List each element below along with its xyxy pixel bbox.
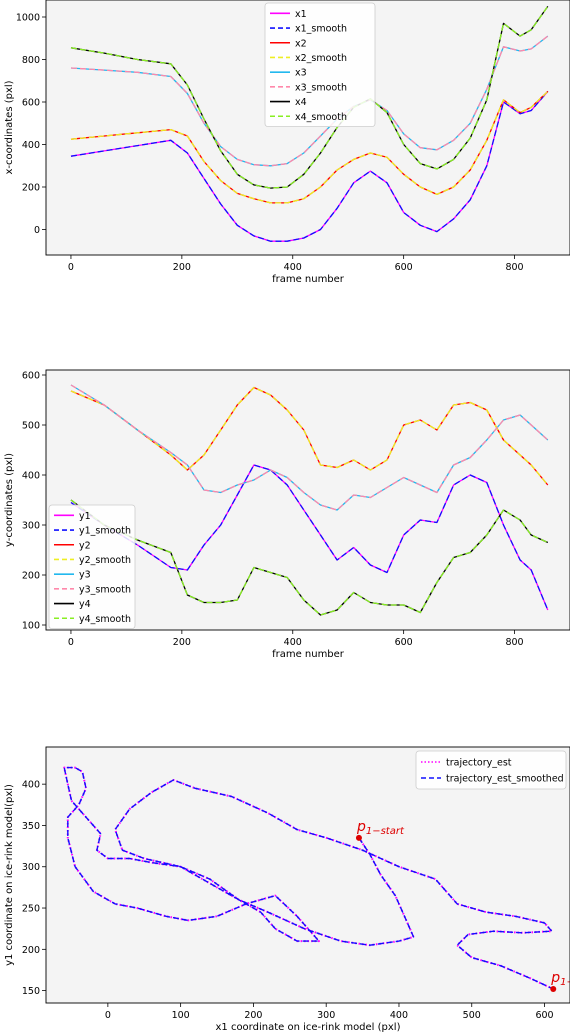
y-tick-label: 600 [22, 98, 40, 109]
x-tick-label: 200 [244, 1010, 262, 1021]
y-tick-label: 200 [22, 571, 40, 582]
chart-panel-y-coordinates: 0 200 400 600 800 100 200 300 400 500 600 frame num… [4, 369, 570, 660]
y-tick-label: 100 [22, 621, 40, 632]
series-line-y3 [70, 384, 549, 511]
plot-series-group [63, 766, 557, 992]
annotation-sub: 1−start [366, 826, 405, 837]
y-tick-label: 400 [22, 780, 40, 791]
y-tick-label: 800 [22, 55, 40, 66]
legend-label: trajectory_est [446, 758, 512, 769]
legend-label: y2_smooth [79, 555, 131, 566]
annotation-point [355, 834, 362, 841]
legend-label: trajectory_est_smoothed [446, 774, 564, 785]
y-tick-label: 150 [22, 986, 40, 997]
x-tick-label: 100 [172, 1010, 190, 1021]
y-tick-label: 0 [34, 225, 40, 236]
x-tick-label: 400 [284, 262, 302, 273]
y-tick-label: 300 [22, 862, 40, 873]
y-tick-label: 350 [22, 821, 40, 832]
x-tick-label: 600 [535, 1010, 553, 1021]
y-tick-label: 400 [22, 471, 40, 482]
x-tick-label: 200 [173, 637, 191, 648]
legend: trajectory_est trajectory_est_smoothed [415, 750, 567, 790]
annotation-label: p1−start [356, 819, 405, 837]
legend-label: y1_smooth [79, 526, 131, 537]
y-axis-label: x-coordinates (pxl) [4, 80, 15, 174]
x-tick-label: 0 [68, 637, 74, 648]
legend-label: x2_smooth [295, 53, 347, 64]
series-line-x1_smooth [70, 90, 549, 242]
legend: x1 x1_smooth x2 x2_smooth x3 x3_smooth x4 x4_sm… [264, 2, 376, 127]
x-tick-label: 200 [173, 262, 191, 273]
annotation-base: p [356, 819, 366, 835]
legend-label: x2 [295, 38, 307, 49]
legend-label: y3 [79, 570, 91, 581]
x-tick-label: 800 [505, 637, 523, 648]
y-tick-label: 1000 [16, 13, 40, 24]
legend-label: y2 [79, 540, 91, 551]
x-axis-label: frame number [272, 274, 345, 285]
x-tick-label: 0 [68, 262, 74, 273]
legend-label: y1 [79, 511, 91, 522]
y-tick-label: 250 [22, 904, 40, 915]
legend-label: y3_smooth [79, 584, 131, 595]
series-line-x2_smooth [70, 90, 549, 204]
x-tick-label: 800 [505, 262, 523, 273]
legend-label: x1_smooth [295, 24, 347, 35]
x-tick-label: 600 [395, 262, 413, 273]
x-tick-label: 300 [317, 1010, 335, 1021]
legend-label: x3_smooth [295, 82, 347, 93]
legend-label: x3 [295, 68, 307, 79]
annotation-sub: 1−end [560, 977, 570, 988]
legend-label: x4 [295, 97, 307, 108]
x-tick-label: 400 [390, 1010, 408, 1021]
series-line-trajectory_est_smoothed [63, 766, 554, 990]
y-axis-label: y-coordinates (pxl) [4, 453, 15, 547]
y-tick-label: 200 [22, 945, 40, 956]
y-tick-label: 600 [22, 371, 40, 382]
annotation-label: p1−end [550, 970, 570, 988]
chart-panel-trajectory: 0 100 200 300 400 500 600150200250300350400p1−… [4, 746, 570, 1032]
legend-box [48, 504, 136, 629]
y-axis-label: y1 coordinate on ice-rink model(pxl) [4, 784, 15, 966]
legend-label: x1 [295, 9, 307, 20]
legend-label: y4 [79, 599, 91, 610]
legend: y1 y1_smooth y2 y2_smooth y3 y3_smooth y4 y4_sm… [48, 504, 136, 629]
y-tick-label: 500 [22, 421, 40, 432]
x-axis-label: x1 coordinate on ice-rink model (pxl) [215, 1022, 400, 1032]
series-line-x4_smooth [70, 6, 549, 189]
y-tick-label: 200 [22, 183, 40, 194]
annotation-point [550, 985, 557, 992]
plot-frame [45, 746, 570, 1004]
legend-label: y4_smooth [79, 614, 131, 625]
x-axis-label: frame number [272, 649, 345, 660]
plot-frame [45, 0, 570, 256]
series-line-y1_smooth [70, 464, 549, 611]
chart-panel-x-coordinates: 0 200 400 600 800 0 200 400 600 800 1000 frame numb… [4, 0, 570, 285]
x-tick-label: 0 [105, 1010, 111, 1021]
x-tick-label: 500 [463, 1010, 481, 1021]
x-tick-label: 600 [395, 637, 413, 648]
legend-box [264, 2, 376, 127]
y-tick-label: 400 [22, 140, 40, 151]
series-line-y4_smooth [70, 499, 549, 616]
annotation-base: p [550, 970, 560, 986]
plot-series-group [70, 384, 549, 616]
legend-label: x4_smooth [295, 112, 347, 123]
legend-box [415, 750, 567, 790]
series-line-y2_smooth [70, 386, 549, 486]
y-tick-label: 300 [22, 521, 40, 532]
x-tick-label: 400 [284, 637, 302, 648]
plot-frame [45, 369, 570, 631]
